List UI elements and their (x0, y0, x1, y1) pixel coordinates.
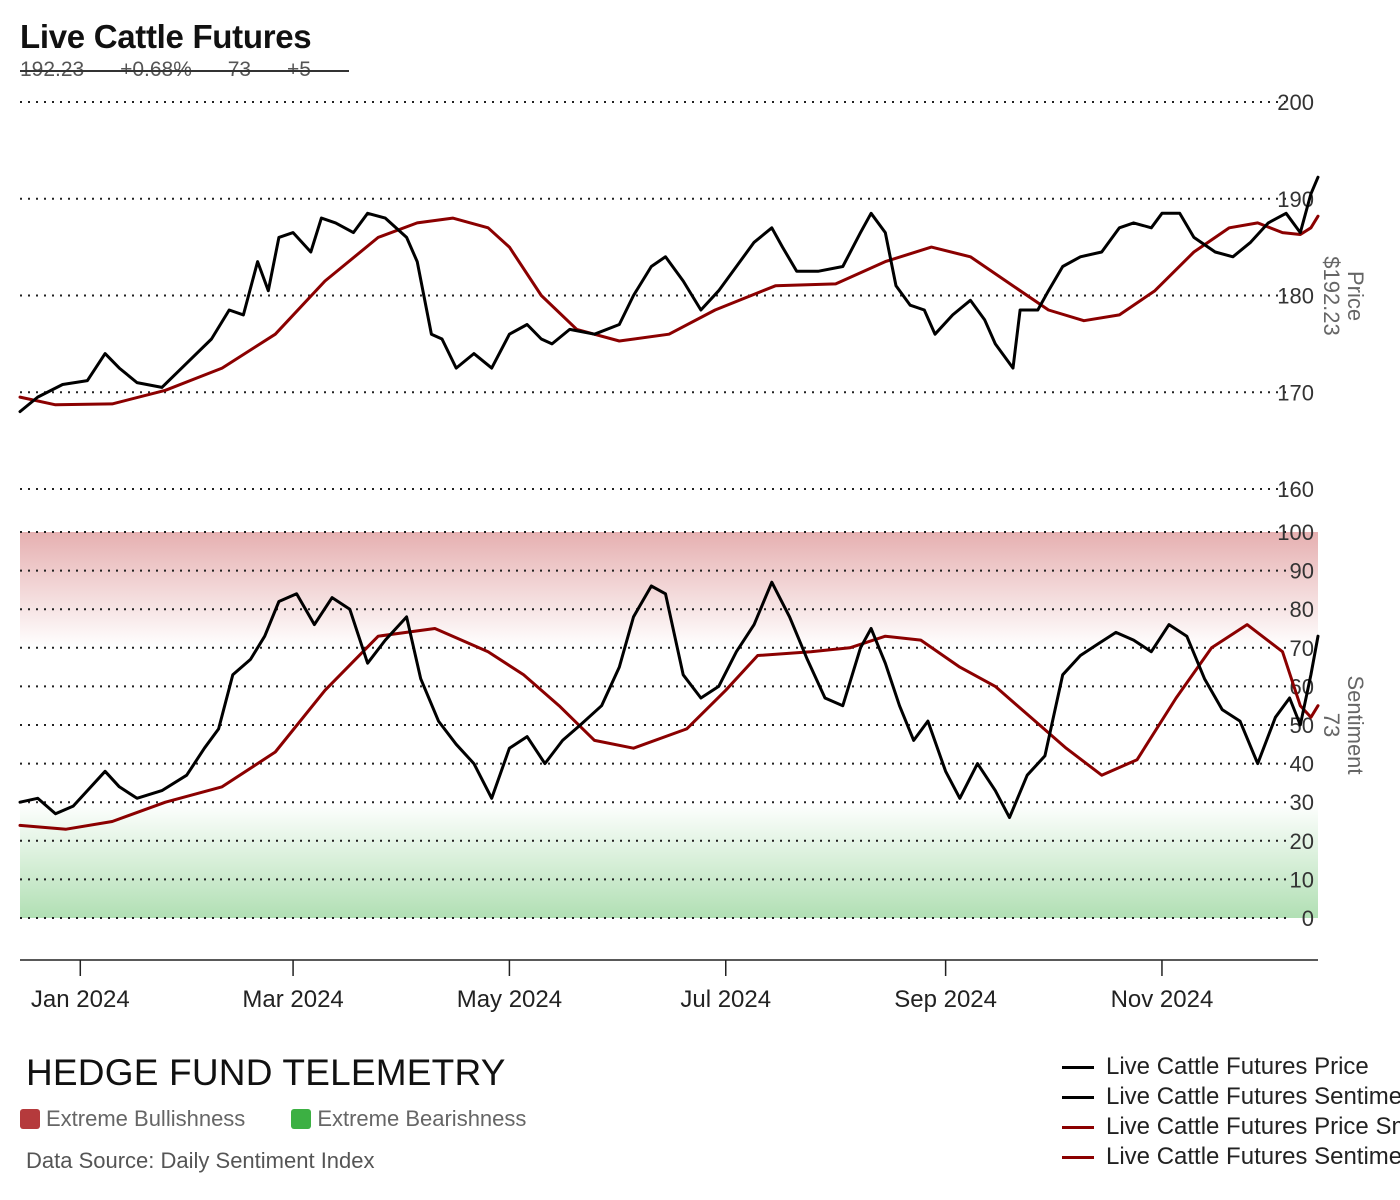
x-tick-label: Jul 2024 (680, 986, 771, 1013)
price-axis-label: Price (1343, 271, 1368, 321)
price-tick-label: 170 (1277, 380, 1314, 405)
extreme-bearish-zone (20, 802, 1318, 918)
chart-header: Live Cattle Futures 192.23 +0.68% 73 +5 (20, 18, 349, 82)
sentiment-tick-label: 40 (1290, 752, 1314, 777)
x-tick-label: Jan 2024 (31, 986, 130, 1013)
x-tick-label: Nov 2024 (1111, 986, 1214, 1013)
legend-label-sentiment-smoothed: Live Cattle Futures Sentiment Smoothed (1106, 1143, 1400, 1170)
legend-label-price-smoothed: Live Cattle Futures Price Smoothed (1106, 1113, 1400, 1140)
legend-item-sentiment-smoothed[interactable]: Live Cattle Futures Sentiment Smoothed (1062, 1142, 1400, 1172)
sentiment-tick-label: 80 (1290, 597, 1314, 622)
x-tick-label: May 2024 (457, 986, 562, 1013)
sentiment-tick-label: 100 (1277, 520, 1314, 545)
sentiment-tick-label: 30 (1290, 790, 1314, 815)
extreme-bullish-zone (20, 532, 1318, 648)
price-axis-value: $192.23 (1319, 256, 1344, 336)
sentiment-tick-label: 20 (1290, 829, 1314, 854)
last-price: 192.23 (20, 58, 85, 81)
x-tick-label: Sep 2024 (894, 986, 997, 1013)
price-line (18, 175, 1320, 414)
change-percent: +0.68% (120, 58, 192, 81)
price-tick-label: 180 (1277, 284, 1314, 309)
legend-line-price (1062, 1065, 1094, 1069)
chart-title: Live Cattle Futures (20, 18, 312, 55)
zone-legend-item-bullish: Extreme Bullishness (20, 1106, 245, 1132)
bullish-swatch (20, 1109, 40, 1129)
legend-line-price-smoothed (1062, 1125, 1094, 1129)
price-smoothed-line (18, 214, 1320, 407)
sentiment-line (18, 580, 1320, 820)
legend-line-sentiment-smoothed (1062, 1155, 1094, 1159)
legend-item-sentiment[interactable]: Live Cattle Futures Sentiment (1062, 1082, 1400, 1112)
price-tick-label: 160 (1277, 477, 1314, 502)
legend-label-sentiment: Live Cattle Futures Sentiment (1106, 1083, 1400, 1110)
legend-item-price[interactable]: Live Cattle Futures Price (1062, 1052, 1400, 1082)
sentiment-smoothed-line (18, 623, 1320, 831)
sentiment-tick-label: 70 (1290, 636, 1314, 661)
legend-label-price: Live Cattle Futures Price (1106, 1053, 1369, 1080)
series-legend: Live Cattle Futures Price Live Cattle Fu… (1062, 1052, 1400, 1172)
data-source: Data Source: Daily Sentiment Index (26, 1148, 375, 1173)
brand-name: HEDGE FUND TELEMETRY (26, 1052, 506, 1093)
zone-legend-item-bearish: Extreme Bearishness (291, 1106, 526, 1132)
sentiment-axis-label: Sentiment (1343, 675, 1368, 774)
zone-legend: Extreme Bullishness Extreme Bearishness (20, 1106, 572, 1132)
bullish-label: Extreme Bullishness (46, 1106, 246, 1131)
strike-line (20, 70, 349, 72)
sentiment-axis-value: 73 (1319, 713, 1344, 737)
sentiment-value: 73 (227, 58, 252, 81)
bearish-label: Extreme Bearishness (317, 1106, 527, 1131)
chart-canvas: 1601701801902000102030405060708090100Pri… (18, 90, 1368, 1013)
legend-item-price-smoothed[interactable]: Live Cattle Futures Price Smoothed (1062, 1112, 1400, 1142)
x-tick-label: Mar 2024 (242, 986, 343, 1013)
sentiment-tick-label: 10 (1290, 867, 1314, 892)
sentiment-tick-label: 90 (1290, 559, 1314, 584)
price-axis-title: Price$192.23 (1319, 256, 1368, 336)
sentiment-change: +5 (286, 58, 311, 81)
sentiment-tick-label: 0 (1302, 906, 1314, 931)
legend-line-sentiment (1062, 1095, 1094, 1099)
quote-summary: 192.23 +0.68% 73 +5 (20, 58, 349, 82)
bearish-swatch (291, 1109, 312, 1129)
price-tick-label: 200 (1277, 90, 1314, 115)
